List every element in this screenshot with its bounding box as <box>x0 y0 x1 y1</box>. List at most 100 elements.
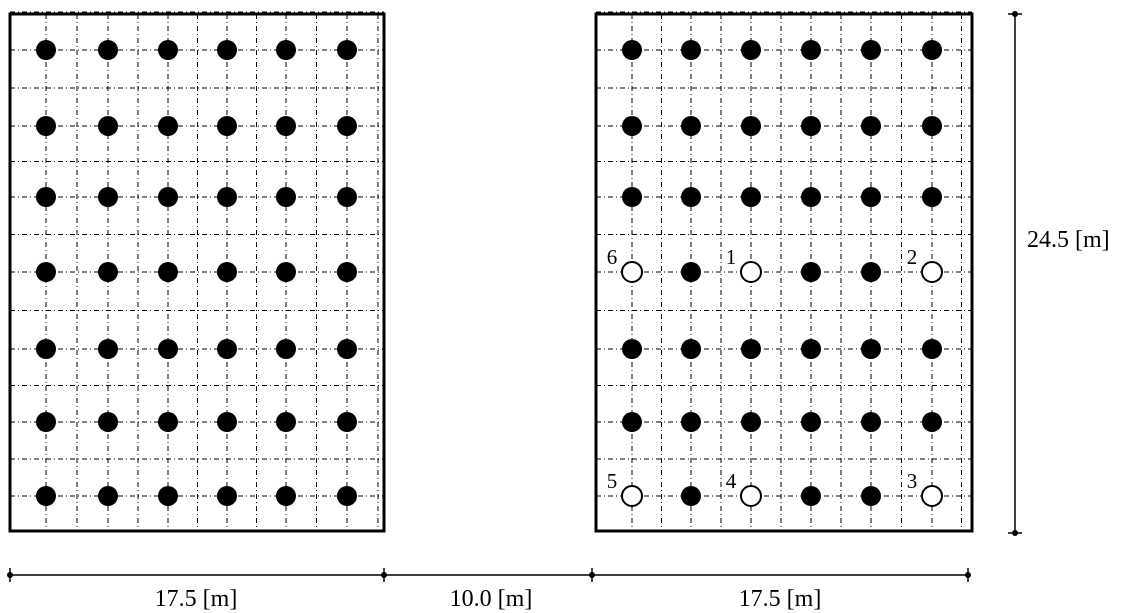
observation-well-label: 5 <box>607 469 618 493</box>
borehole <box>801 339 821 359</box>
borehole <box>217 486 237 506</box>
borehole <box>98 262 118 282</box>
borehole <box>158 262 178 282</box>
dimension-tick-dot <box>1012 11 1018 17</box>
dimension-tick-dot <box>1012 530 1018 536</box>
borehole <box>36 339 56 359</box>
borehole <box>36 412 56 432</box>
borehole <box>801 40 821 60</box>
observation-well <box>921 485 943 507</box>
borehole <box>801 187 821 207</box>
borehole <box>622 339 642 359</box>
observation-well-labels: 6 1 2 5 4 3 <box>607 245 918 493</box>
borehole <box>861 187 881 207</box>
borehole <box>681 116 701 136</box>
borehole <box>801 412 821 432</box>
borehole <box>801 486 821 506</box>
borehole <box>622 412 642 432</box>
dimension-tick-dot <box>7 572 13 578</box>
borehole <box>36 40 56 60</box>
borehole <box>861 262 881 282</box>
vertical-dimension: 24.5 [m] <box>1008 11 1110 536</box>
horizontal-dimension: 17.5 [m] 10.0 [m] 17.5 [m] <box>7 568 971 612</box>
borehole <box>158 339 178 359</box>
borehole <box>861 116 881 136</box>
borehole <box>217 262 237 282</box>
observation-well <box>621 261 643 283</box>
borehole <box>681 412 701 432</box>
dimension-tick-dot <box>381 572 387 578</box>
borehole <box>337 262 357 282</box>
borehole <box>801 116 821 136</box>
borehole <box>276 116 296 136</box>
borehole <box>36 486 56 506</box>
borehole <box>276 339 296 359</box>
right-grid-lines <box>596 11 972 531</box>
right-field-border <box>594 12 974 533</box>
borehole <box>158 187 178 207</box>
right-borehole-field: 6 1 2 5 4 3 <box>594 11 974 533</box>
borehole <box>922 339 942 359</box>
left-width-label: 17.5 [m] <box>155 586 238 612</box>
right-boreholes <box>621 40 943 507</box>
borehole <box>158 486 178 506</box>
borehole <box>217 339 237 359</box>
borehole <box>217 116 237 136</box>
observation-well <box>621 485 643 507</box>
borehole <box>217 187 237 207</box>
borehole <box>98 339 118 359</box>
observation-well <box>921 261 943 283</box>
borehole <box>276 187 296 207</box>
borehole <box>622 116 642 136</box>
borehole <box>337 187 357 207</box>
borehole <box>98 412 118 432</box>
borehole <box>276 40 296 60</box>
borehole <box>36 116 56 136</box>
borehole <box>681 339 701 359</box>
borehole <box>217 412 237 432</box>
borehole <box>337 116 357 136</box>
borehole <box>98 116 118 136</box>
borehole <box>276 262 296 282</box>
borehole <box>276 412 296 432</box>
borehole <box>861 40 881 60</box>
borehole <box>801 262 821 282</box>
dimension-tick-dot <box>965 572 971 578</box>
borehole <box>741 116 761 136</box>
borehole <box>158 412 178 432</box>
borehole <box>741 187 761 207</box>
observation-well-label: 1 <box>726 245 737 269</box>
borehole <box>861 412 881 432</box>
borehole <box>861 486 881 506</box>
borehole <box>922 187 942 207</box>
borehole <box>622 187 642 207</box>
borehole <box>922 116 942 136</box>
borehole <box>622 40 642 60</box>
borehole <box>681 187 701 207</box>
gap-width-label: 10.0 [m] <box>450 586 533 612</box>
borehole <box>36 262 56 282</box>
dimension-tick-dot <box>589 572 595 578</box>
borehole <box>36 187 56 207</box>
borehole <box>681 486 701 506</box>
left-grid-lines <box>10 11 384 531</box>
borehole <box>741 412 761 432</box>
borehole <box>337 412 357 432</box>
left-borehole-field <box>8 11 386 533</box>
vertical-dimension-ticks <box>1008 11 1022 536</box>
borehole <box>741 339 761 359</box>
borehole <box>98 486 118 506</box>
observation-well <box>740 485 762 507</box>
right-width-label: 17.5 [m] <box>739 586 822 612</box>
horizontal-dimension-ticks <box>7 568 971 582</box>
borehole <box>217 40 237 60</box>
borehole <box>158 40 178 60</box>
borehole <box>98 40 118 60</box>
borehole <box>337 339 357 359</box>
observation-well-label: 6 <box>607 245 618 269</box>
borehole <box>741 40 761 60</box>
borehole <box>337 486 357 506</box>
borehole <box>158 116 178 136</box>
observation-well-label: 2 <box>907 245 918 269</box>
